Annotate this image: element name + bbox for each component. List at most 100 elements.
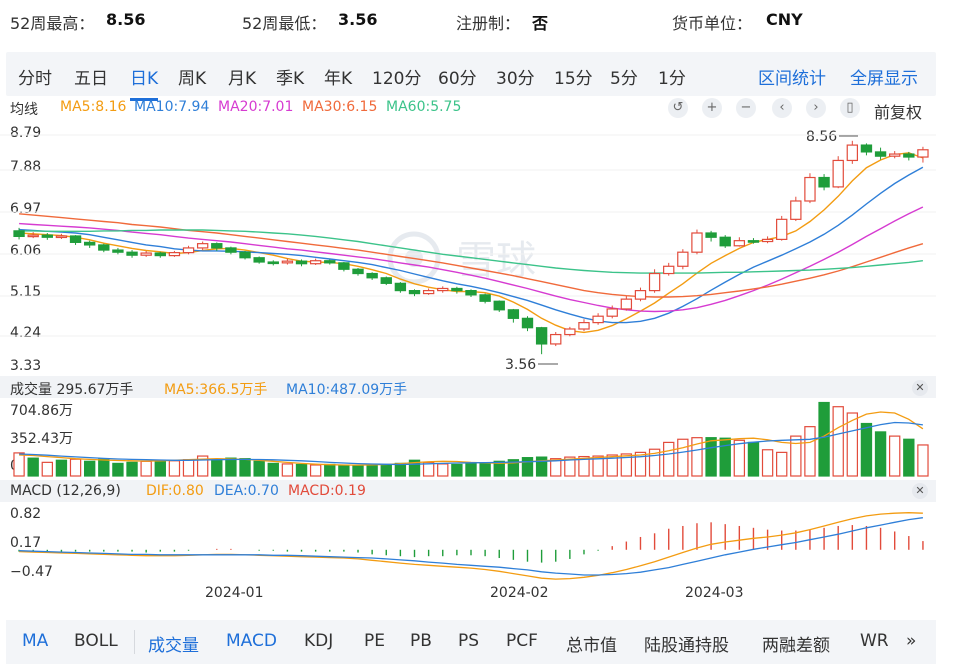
candle-body bbox=[818, 176, 830, 188]
tab-1min[interactable]: 1分 bbox=[658, 69, 686, 89]
zoom-out-icon[interactable]: − bbox=[736, 98, 756, 118]
tab-margin-balance[interactable]: 两融差额 bbox=[762, 636, 830, 656]
ma20-label: MA20:7.01 bbox=[218, 99, 294, 115]
candle-body bbox=[804, 176, 816, 202]
ma10-label: MA10:7.94 bbox=[134, 99, 210, 115]
price-adjust-selector[interactable]: 前复权 bbox=[874, 103, 923, 122]
volume-bar bbox=[196, 455, 209, 477]
stat-value-currency: CNY bbox=[766, 10, 803, 29]
tab-daily-k[interactable]: 日K bbox=[130, 64, 159, 101]
volume-bar bbox=[592, 455, 604, 477]
candle-body bbox=[182, 247, 195, 254]
tab-ps[interactable]: PS bbox=[458, 631, 480, 651]
tab-boll[interactable]: BOLL bbox=[74, 631, 118, 651]
candle-body bbox=[295, 260, 308, 265]
candle-body bbox=[69, 235, 82, 243]
candle-body bbox=[154, 252, 166, 257]
candle-body bbox=[465, 290, 477, 296]
candle-body bbox=[620, 298, 633, 310]
tab-weekly-k[interactable]: 周K bbox=[178, 69, 207, 89]
chevron-right-icon[interactable]: › bbox=[806, 98, 826, 118]
volume-bar bbox=[832, 406, 844, 477]
candle-body bbox=[253, 257, 265, 263]
tab-pb[interactable]: PB bbox=[410, 631, 432, 651]
tab-wr[interactable]: WR bbox=[860, 631, 889, 651]
candle-body bbox=[691, 232, 703, 253]
tab-macd[interactable]: MACD bbox=[226, 631, 277, 651]
tab-5min[interactable]: 5分 bbox=[610, 69, 638, 89]
y-tick-label: 6.97 bbox=[10, 201, 41, 217]
more-tabs-icon[interactable]: » bbox=[906, 631, 917, 651]
candle-body bbox=[776, 218, 788, 240]
tab-market-cap[interactable]: 总市值 bbox=[566, 636, 617, 656]
volume-bar bbox=[27, 457, 39, 477]
volume-bar bbox=[521, 457, 534, 477]
volume-bar bbox=[818, 401, 830, 477]
stat-value-registration: 否 bbox=[532, 14, 549, 33]
volume-bar bbox=[493, 460, 505, 477]
macd-y-tick-label: 0.17 bbox=[10, 535, 41, 551]
tab-northbound-holding[interactable]: 陆股通持股 bbox=[644, 636, 729, 656]
candle-body bbox=[705, 232, 717, 238]
tab-30min[interactable]: 30分 bbox=[496, 69, 535, 89]
ma60-line bbox=[19, 229, 923, 274]
volume-bar bbox=[465, 462, 477, 477]
volume-bar bbox=[267, 462, 279, 477]
tab-intraday[interactable]: 分时 bbox=[18, 69, 52, 89]
volume-bar bbox=[154, 459, 166, 477]
tab-monthly-k[interactable]: 月K bbox=[228, 69, 257, 89]
volume-bar bbox=[380, 463, 392, 477]
reset-icon[interactable]: ↺ bbox=[668, 98, 688, 118]
tab-15min[interactable]: 15分 bbox=[554, 69, 593, 89]
candle-body bbox=[578, 322, 590, 330]
tab-ma[interactable]: MA bbox=[22, 631, 49, 651]
volume-bar bbox=[253, 460, 265, 477]
y-tick-label: 5.15 bbox=[10, 284, 41, 300]
fullscreen-link[interactable]: 全屏显示 bbox=[850, 69, 918, 89]
tab-kdj[interactable]: KDJ bbox=[304, 631, 334, 651]
tab-volume[interactable]: 成交量 bbox=[148, 636, 199, 656]
kline-chart[interactable]: 雪球 8.79 7.88 6.97 6.06 5.15 4.24 3.33 70… bbox=[0, 0, 956, 615]
tab-pe[interactable]: PE bbox=[364, 631, 385, 651]
chevron-left-icon[interactable]: ‹ bbox=[772, 98, 792, 118]
candle-body bbox=[507, 309, 520, 319]
zoom-in-icon[interactable]: + bbox=[702, 98, 722, 118]
y-tick-label: 6.06 bbox=[10, 243, 41, 259]
volume-bar bbox=[13, 452, 25, 477]
tab-quarterly-k[interactable]: 季K bbox=[276, 69, 305, 89]
volume-bar bbox=[903, 438, 915, 477]
volume-bar bbox=[239, 458, 251, 477]
candle-body bbox=[168, 252, 181, 257]
candle-body bbox=[27, 234, 39, 238]
volume-bar bbox=[168, 460, 181, 477]
tab-120min[interactable]: 120分 bbox=[372, 69, 422, 89]
candle-body bbox=[352, 268, 364, 275]
candle-body bbox=[451, 287, 463, 292]
ma10-line bbox=[19, 166, 924, 324]
tab-pcf[interactable]: PCF bbox=[506, 631, 538, 651]
candle-body bbox=[211, 243, 223, 249]
volume-bar bbox=[394, 462, 407, 477]
volume-bar bbox=[437, 463, 449, 477]
macd-header-band bbox=[0, 480, 936, 502]
close-volume-icon[interactable]: ✕ bbox=[912, 380, 928, 396]
ma-legend: 均线 MA5:8.16 MA10:7.94 MA20:7.01 MA30:6.1… bbox=[10, 98, 650, 118]
candle-body bbox=[55, 235, 68, 239]
candle-body bbox=[394, 282, 407, 292]
volume-header-band bbox=[0, 376, 936, 398]
volume-bar bbox=[846, 412, 859, 477]
range-stats-link[interactable]: 区间统计 bbox=[758, 69, 826, 89]
candle-body bbox=[41, 234, 53, 238]
volume-y-tick-label: 352.43万 bbox=[10, 431, 73, 447]
candle-style-icon[interactable]: ▯ bbox=[840, 98, 860, 118]
close-macd-icon[interactable]: ✕ bbox=[912, 483, 928, 499]
volume-bar bbox=[295, 463, 308, 477]
dea-line bbox=[19, 517, 923, 576]
volume-bar bbox=[211, 458, 223, 477]
ma60-label: MA60:5.75 bbox=[386, 99, 462, 115]
macd-y-tick-label: −0.47 bbox=[10, 564, 53, 580]
volume-bar bbox=[69, 458, 82, 477]
tab-yearly-k[interactable]: 年K bbox=[324, 69, 353, 89]
tab-60min[interactable]: 60分 bbox=[438, 69, 477, 89]
tab-five-day[interactable]: 五日 bbox=[74, 69, 108, 89]
